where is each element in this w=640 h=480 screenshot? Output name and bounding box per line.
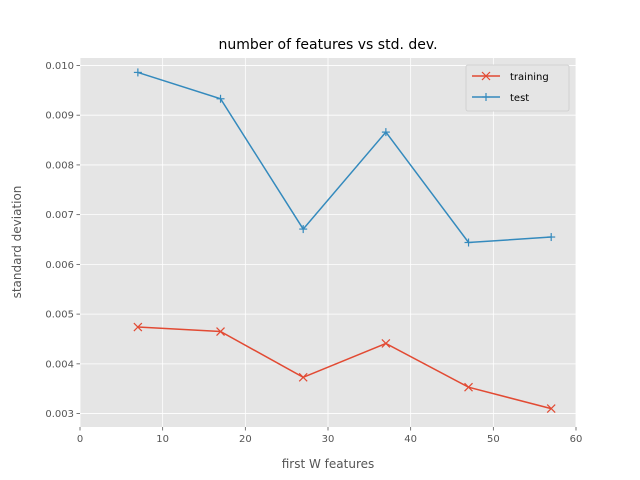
legend: training test xyxy=(465,64,570,112)
training-point xyxy=(298,372,308,382)
training-point xyxy=(216,327,225,336)
legend-item-test: test xyxy=(472,93,529,104)
test-point xyxy=(381,128,390,137)
chart-title: number of features vs std. dev. xyxy=(218,37,437,53)
y-axis-label: standard deviation xyxy=(10,186,24,299)
legend-marker xyxy=(481,71,491,81)
x-tick-label: 10 xyxy=(156,434,169,445)
training-line xyxy=(137,326,552,410)
test-point xyxy=(547,233,556,242)
marker-stroke xyxy=(464,382,473,392)
legend-marker xyxy=(482,93,490,101)
y-tick-label: 0.007 xyxy=(45,210,74,221)
y-tick-label: 0.004 xyxy=(45,359,74,370)
marker-stroke xyxy=(298,372,308,382)
y-tick-label: 0.005 xyxy=(45,310,74,321)
legend-label: training xyxy=(510,72,549,83)
x-tick-label: 20 xyxy=(239,434,252,445)
series-layer xyxy=(133,68,556,414)
y-tick-label: 0.009 xyxy=(45,111,74,122)
test-point xyxy=(299,225,308,234)
training-point xyxy=(464,382,473,392)
test-point xyxy=(216,94,225,103)
series-training xyxy=(133,322,556,414)
training-point xyxy=(546,404,556,414)
x-tick-label: 50 xyxy=(487,434,500,445)
marker-stroke xyxy=(216,327,225,336)
y-tick-label: 0.010 xyxy=(45,61,74,72)
grid-lines xyxy=(79,58,577,427)
training-point xyxy=(133,322,143,332)
marker-stroke xyxy=(381,339,391,348)
training-point xyxy=(381,339,391,348)
marker-stroke xyxy=(546,404,556,414)
x-tick-label: 30 xyxy=(322,434,335,445)
test-point xyxy=(464,238,473,247)
marker-stroke xyxy=(133,322,143,332)
axis-ticks: 0 10 20 30 40 50 60 0.003 0.004 0.005 0.006 0.007 0.… xyxy=(45,61,582,445)
legend-item-training: training xyxy=(472,71,549,83)
test-point xyxy=(133,68,142,77)
x-tick-label: 40 xyxy=(404,434,417,445)
x-tick-label: 60 xyxy=(570,434,583,445)
x-axis-label: first W features xyxy=(282,457,375,471)
x-tick-label: 0 xyxy=(77,434,83,445)
test-line xyxy=(137,71,552,244)
series-test xyxy=(133,68,556,247)
y-tick-label: 0.008 xyxy=(45,160,74,171)
y-tick-label: 0.003 xyxy=(45,409,74,420)
marker-stroke xyxy=(481,71,491,81)
y-tick-label: 0.006 xyxy=(45,260,74,271)
legend-label: test xyxy=(510,93,529,104)
